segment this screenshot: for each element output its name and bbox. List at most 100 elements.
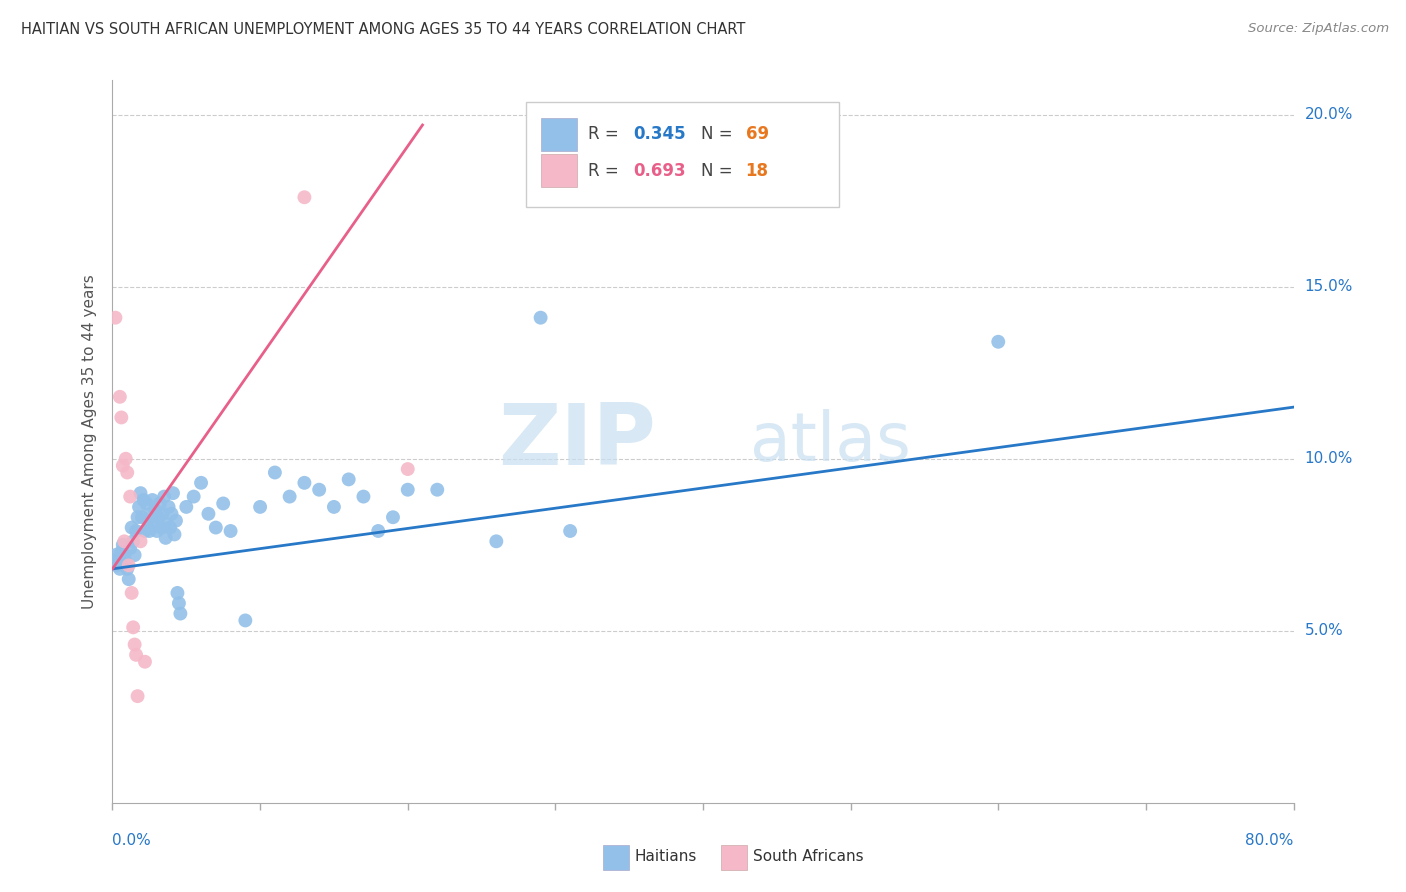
Point <box>129 486 152 500</box>
Point <box>292 475 315 490</box>
Text: N =: N = <box>700 161 738 179</box>
Point <box>233 614 256 628</box>
Point <box>160 507 183 521</box>
Point <box>352 490 374 504</box>
Point <box>308 483 330 497</box>
Point <box>382 510 405 524</box>
Point <box>278 490 301 504</box>
Text: N =: N = <box>700 126 738 144</box>
Point <box>426 483 449 497</box>
Point <box>174 500 197 514</box>
FancyBboxPatch shape <box>541 154 576 186</box>
Point <box>104 310 127 325</box>
Point <box>128 500 150 514</box>
Point <box>155 531 177 545</box>
Point <box>165 514 187 528</box>
Point <box>124 548 146 562</box>
Point <box>110 544 132 558</box>
Point <box>558 524 582 538</box>
Text: 0.345: 0.345 <box>633 126 686 144</box>
Point <box>150 520 173 534</box>
Text: ZIP: ZIP <box>498 400 655 483</box>
Point <box>111 458 134 473</box>
Point <box>129 534 152 549</box>
Text: 0.0%: 0.0% <box>112 833 152 848</box>
FancyBboxPatch shape <box>526 102 839 207</box>
Y-axis label: Unemployment Among Ages 35 to 44 years: Unemployment Among Ages 35 to 44 years <box>82 274 97 609</box>
Point <box>249 500 271 514</box>
Point <box>132 493 155 508</box>
Point <box>153 490 176 504</box>
Point <box>121 586 143 600</box>
Point <box>117 466 138 480</box>
Point <box>120 490 142 504</box>
Text: 18: 18 <box>745 161 769 179</box>
Point <box>107 551 129 566</box>
Point <box>131 510 153 524</box>
Text: 20.0%: 20.0% <box>1305 107 1353 122</box>
Point <box>987 334 1010 349</box>
Point <box>156 517 179 532</box>
Point <box>136 514 159 528</box>
Point <box>169 607 191 621</box>
Point <box>367 524 389 538</box>
Point <box>121 520 143 534</box>
Point <box>212 496 235 510</box>
Point <box>105 558 128 573</box>
Text: 80.0%: 80.0% <box>1246 833 1294 848</box>
Point <box>114 451 136 466</box>
Point <box>135 496 157 510</box>
Point <box>134 524 156 538</box>
Point <box>183 490 205 504</box>
Point <box>396 462 419 476</box>
Point <box>118 558 141 573</box>
Point <box>197 507 219 521</box>
Point <box>125 648 148 662</box>
Point <box>159 520 181 534</box>
Point <box>138 524 160 538</box>
Point <box>167 596 190 610</box>
Text: R =: R = <box>589 161 624 179</box>
Point <box>122 534 145 549</box>
Point <box>205 520 228 534</box>
Point <box>143 503 166 517</box>
Text: R =: R = <box>589 126 624 144</box>
Point <box>125 524 148 538</box>
Text: 15.0%: 15.0% <box>1305 279 1353 294</box>
Point <box>163 527 186 541</box>
Text: 5.0%: 5.0% <box>1305 624 1343 639</box>
Point <box>149 496 172 510</box>
Point <box>485 534 508 549</box>
Point <box>142 517 165 532</box>
Text: 10.0%: 10.0% <box>1305 451 1353 467</box>
Point <box>111 538 134 552</box>
Point <box>162 486 184 500</box>
Point <box>157 500 180 514</box>
Point <box>118 572 141 586</box>
Point <box>127 510 149 524</box>
Point <box>114 555 136 569</box>
Point <box>146 524 169 538</box>
Point <box>152 507 174 521</box>
Text: atlas: atlas <box>751 409 911 475</box>
Point <box>190 475 212 490</box>
Point <box>396 483 419 497</box>
Point <box>104 548 127 562</box>
Text: Haitians: Haitians <box>634 849 697 864</box>
Point <box>127 689 149 703</box>
Point <box>117 562 138 576</box>
Point <box>529 310 551 325</box>
Text: 0.693: 0.693 <box>633 161 686 179</box>
Text: HAITIAN VS SOUTH AFRICAN UNEMPLOYMENT AMONG AGES 35 TO 44 YEARS CORRELATION CHAR: HAITIAN VS SOUTH AFRICAN UNEMPLOYMENT AM… <box>21 22 745 37</box>
Point <box>292 190 315 204</box>
Point <box>124 638 146 652</box>
Point <box>219 524 242 538</box>
Point <box>323 500 346 514</box>
Point <box>122 620 145 634</box>
Point <box>108 390 131 404</box>
FancyBboxPatch shape <box>603 845 628 870</box>
FancyBboxPatch shape <box>541 119 576 151</box>
Point <box>148 510 170 524</box>
Point <box>166 586 188 600</box>
Point <box>337 472 360 486</box>
